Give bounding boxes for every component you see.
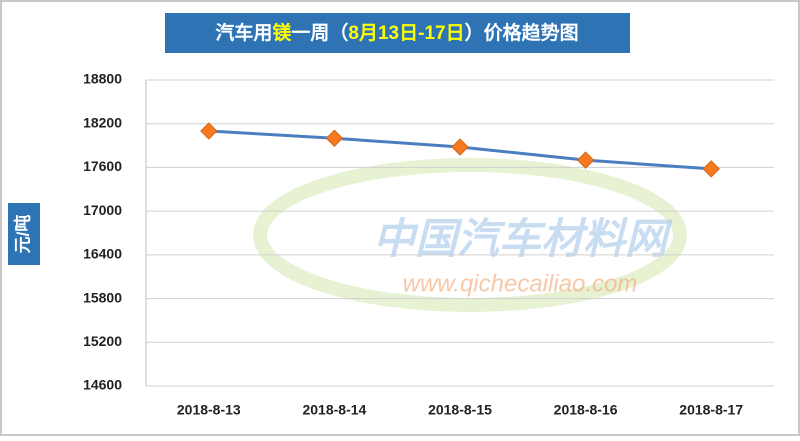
title-part: ）价格趋势图 (465, 21, 579, 44)
marker (325, 129, 344, 147)
title-part: 镁 (272, 21, 291, 44)
marker (200, 122, 218, 140)
x-tick-label: 2018-8-17 (679, 402, 743, 418)
y-tick-label: 14600 (83, 377, 122, 393)
title-part: 汽车用 (215, 21, 272, 44)
y-tick-label: 15800 (83, 289, 122, 305)
watermark: www.qichecailiao.com (403, 270, 638, 297)
y-tick-label: 16400 (83, 246, 122, 262)
watermark-logo (253, 158, 687, 312)
y-tick-label: 18800 (83, 71, 122, 87)
y-label-box (8, 203, 40, 265)
marker (702, 160, 720, 178)
x-tick-label: 2018-8-13 (177, 402, 241, 418)
watermark: 中国汽车材料网 (373, 215, 673, 262)
title-part: 8月13日-17日 (348, 23, 464, 44)
chart-title: 汽车用镁一周（8月13日-17日）价格趋势图 (215, 21, 578, 44)
title-part: 一周（ (291, 21, 348, 44)
y-tick-label: 15200 (83, 333, 122, 349)
marker (451, 138, 469, 156)
x-tick-label: 2018-8-16 (554, 402, 618, 418)
y-tick-label: 17000 (83, 202, 122, 218)
y-axis-label: 元/吨 (12, 215, 32, 254)
x-tick-label: 2018-8-15 (428, 402, 492, 418)
title-box (165, 13, 630, 53)
y-tick-label: 18200 (83, 114, 122, 130)
x-tick-label: 2018-8-14 (302, 402, 366, 418)
y-tick-label: 17600 (83, 158, 122, 174)
marker (576, 151, 595, 169)
